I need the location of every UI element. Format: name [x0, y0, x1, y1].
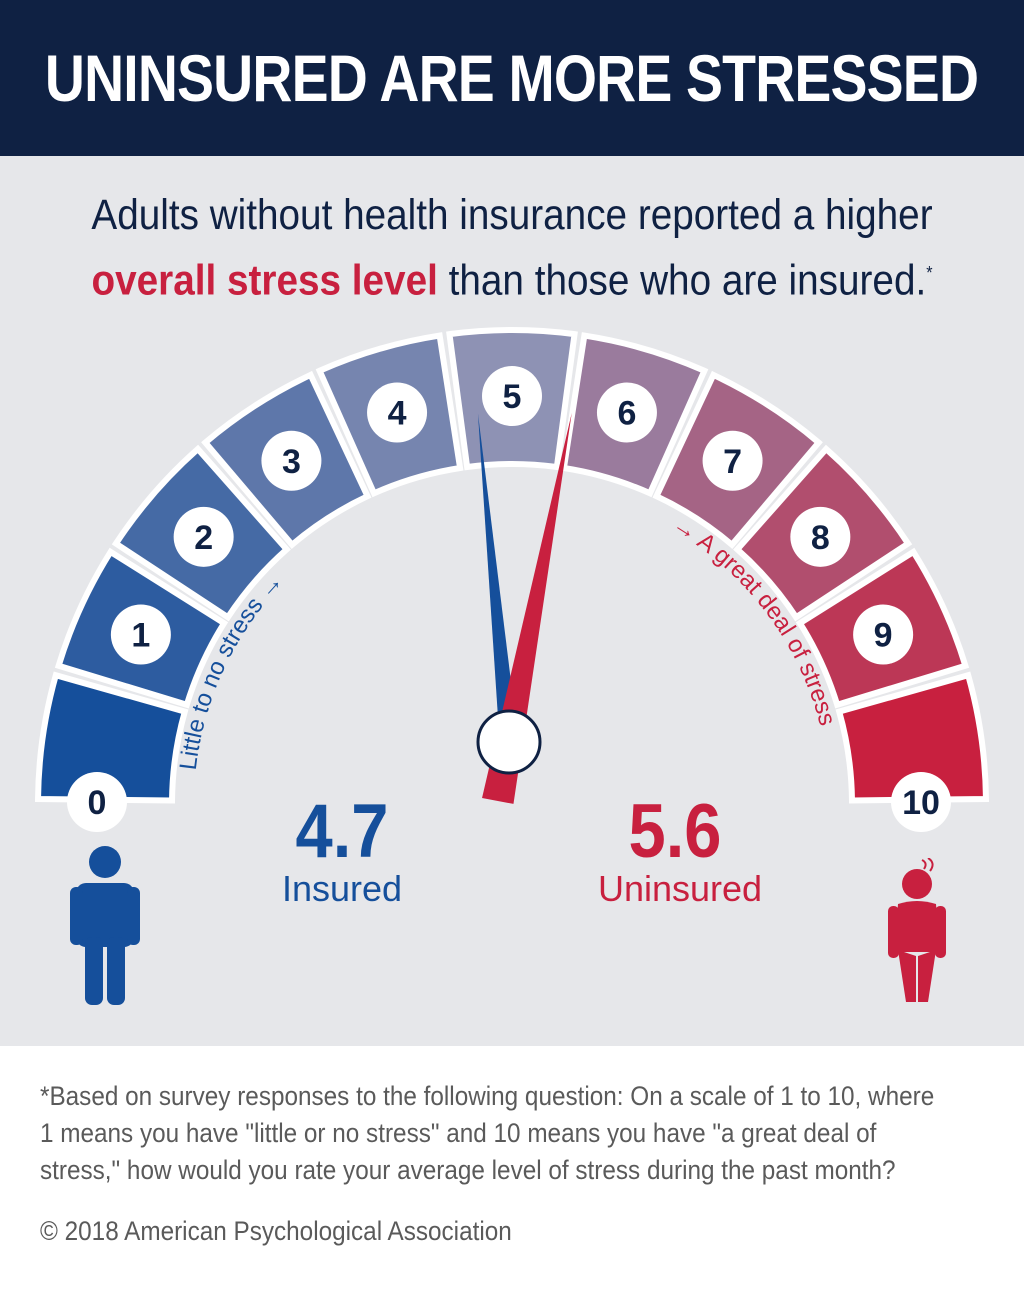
tick-label-8: 8 — [811, 519, 830, 557]
subtitle-footnote-mark: * — [926, 263, 933, 283]
person-standing-icon — [70, 846, 140, 1005]
uninsured-needle — [482, 412, 572, 804]
tick-label-5: 5 — [503, 378, 522, 416]
tick-label-9: 9 — [874, 617, 893, 655]
person-stressed-icon — [888, 858, 946, 1002]
page-title: UNINSURED ARE MORE STRESSED — [45, 41, 979, 115]
tick-label-1: 1 — [131, 617, 150, 655]
header-banner: UNINSURED ARE MORE STRESSED — [0, 0, 1024, 156]
tick-label-0: 0 — [88, 784, 107, 822]
uninsured-label: Uninsured — [597, 868, 763, 909]
tick-badge-2 — [173, 506, 234, 567]
tick-badge-4 — [367, 382, 428, 443]
chart-subtitle: Adults without health insurance reported… — [51, 186, 973, 309]
insured-label: Insured — [281, 868, 403, 909]
tick-badge-10 — [891, 772, 951, 832]
tick-label-4: 4 — [388, 395, 407, 433]
tick-badge-3 — [261, 430, 322, 491]
tick-badge-1 — [110, 604, 171, 665]
tick-badge-8 — [790, 506, 851, 567]
tick-label-10: 10 — [902, 784, 940, 822]
subtitle-rest: than those who are insured. — [437, 256, 927, 305]
tick-badge-0 — [67, 772, 127, 832]
gauge-segment-0 — [34, 671, 189, 804]
tick-label-2: 2 — [194, 519, 213, 557]
tick-badge-7 — [702, 430, 763, 491]
tick-badge-6 — [596, 382, 657, 443]
uninsured-value: 5.6 — [628, 789, 722, 874]
subtitle-highlight: overall stress level — [91, 256, 438, 305]
tick-badge-9 — [853, 604, 914, 665]
tick-label-7: 7 — [723, 443, 742, 481]
tick-badge-5 — [482, 366, 542, 426]
tick-label-6: 6 — [617, 395, 636, 433]
footer — [0, 1046, 1024, 1289]
insured-value: 4.7 — [295, 789, 389, 874]
footnote: *Based on survey responses to the follow… — [40, 1081, 935, 1185]
subtitle-line1: Adults without health insurance reported… — [91, 191, 933, 239]
tick-label-3: 3 — [282, 443, 301, 481]
needle-pivot — [476, 709, 542, 775]
copyright: © 2018 American Psychological Associatio… — [40, 1216, 512, 1246]
